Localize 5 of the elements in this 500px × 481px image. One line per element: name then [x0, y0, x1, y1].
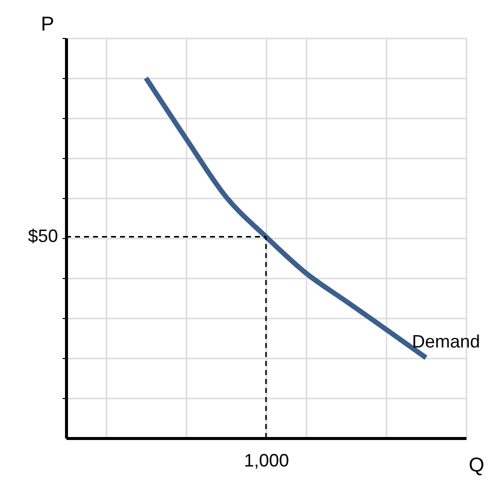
- text: $50: [28, 226, 58, 246]
- y-axis-title: P: [40, 14, 54, 36]
- x-axis-title: Q: [468, 454, 484, 476]
- text: 1,000: [244, 450, 290, 470]
- series-label: Demand: [412, 332, 480, 352]
